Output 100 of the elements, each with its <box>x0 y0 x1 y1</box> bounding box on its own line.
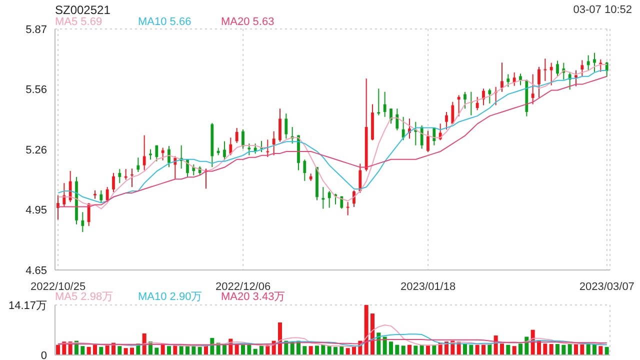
text: MA20 3.43万 <box>221 290 286 304</box>
bar <box>99 346 104 355</box>
bar <box>506 344 510 355</box>
x-tick-label: 2022/12/06 <box>216 281 271 293</box>
bar <box>315 346 319 355</box>
candlestick <box>118 168 122 184</box>
candlestick <box>358 163 362 194</box>
y-tick-label: 5.26 <box>26 144 47 156</box>
candlestick <box>100 190 103 204</box>
bar <box>568 344 572 355</box>
bar <box>56 344 60 355</box>
bar <box>80 346 85 355</box>
candlestick <box>586 54 590 71</box>
line-series <box>58 324 608 348</box>
candlestick <box>519 73 522 86</box>
bar <box>395 344 400 355</box>
bar <box>475 344 480 355</box>
candlestick <box>531 74 534 105</box>
x-tick-label: 2023/01/18 <box>400 281 456 293</box>
candlestick <box>81 212 84 233</box>
candlestick <box>426 130 430 153</box>
y-tick-label: 0 <box>40 350 47 360</box>
candlestick <box>488 88 492 104</box>
text: 03-07 10:52 <box>573 4 632 16</box>
bar <box>598 346 603 355</box>
candlestick <box>106 186 109 203</box>
bar <box>469 344 474 355</box>
candlestick <box>383 91 386 118</box>
bar <box>604 346 609 355</box>
candlestick <box>538 66 540 98</box>
candlestick <box>87 202 90 226</box>
candlestick <box>500 62 504 92</box>
candlestick <box>62 182 66 208</box>
y-tick-label: 4.65 <box>26 264 47 277</box>
bar <box>382 336 387 355</box>
candlestick <box>396 108 399 131</box>
candlestick <box>266 139 270 158</box>
candlestick <box>580 60 584 78</box>
candlestick <box>284 113 288 140</box>
candlestick <box>574 70 578 87</box>
candlestick <box>142 134 146 171</box>
text: MA5 5.69 <box>55 16 104 28</box>
candlestick <box>168 145 170 168</box>
bar <box>463 344 467 355</box>
bar <box>241 344 245 355</box>
bar <box>346 348 350 355</box>
bar <box>512 346 516 355</box>
bar <box>124 348 128 355</box>
bar <box>260 346 264 355</box>
candlestick <box>464 91 466 110</box>
bar <box>173 346 178 355</box>
text: MA5 2.98万 <box>55 290 114 304</box>
y-tick-label: 4.95 <box>26 204 47 217</box>
bar <box>401 346 406 355</box>
candlestick <box>235 127 238 144</box>
bar <box>130 348 134 355</box>
candlestick <box>136 157 140 173</box>
bar <box>370 314 374 355</box>
x-tick-label: 2022/10/25 <box>30 281 86 293</box>
bar <box>364 305 368 355</box>
y-tick-label: 5.87 <box>26 24 47 36</box>
candlestick <box>390 108 392 124</box>
candlestick <box>556 60 559 77</box>
candlestick <box>482 88 485 106</box>
y-tick-label: 5.56 <box>26 84 47 96</box>
candlestick <box>272 130 276 156</box>
candlestick <box>352 190 356 208</box>
candlestick <box>161 147 164 161</box>
candlestick <box>149 148 152 160</box>
candlestick <box>223 140 226 161</box>
bar <box>500 344 504 355</box>
bar <box>556 344 560 355</box>
bar <box>414 346 418 355</box>
candlestick <box>229 137 232 156</box>
candlestick <box>605 61 608 78</box>
bar <box>334 346 338 355</box>
candlestick <box>112 172 115 192</box>
candlestick <box>457 94 460 117</box>
text: MA20 5.63 <box>221 16 276 28</box>
candlestick <box>445 111 448 130</box>
bar <box>426 346 430 355</box>
candlestick <box>544 58 547 82</box>
candlestick <box>328 190 331 208</box>
bar <box>327 346 332 355</box>
candlestick <box>303 159 306 182</box>
bar <box>302 346 307 355</box>
bar <box>321 344 326 355</box>
candlestick <box>130 168 134 188</box>
y-tick-label: 14.17万 <box>8 300 47 312</box>
candlestick <box>377 88 380 116</box>
bar <box>167 346 171 355</box>
candlestick <box>346 202 350 216</box>
bar <box>253 348 258 355</box>
candlestick <box>451 101 454 125</box>
candlestick <box>242 129 244 150</box>
bar <box>247 344 252 355</box>
candlestick <box>476 96 479 111</box>
candlestick <box>420 124 424 150</box>
candlestick <box>68 170 72 203</box>
candlestick <box>550 62 553 86</box>
